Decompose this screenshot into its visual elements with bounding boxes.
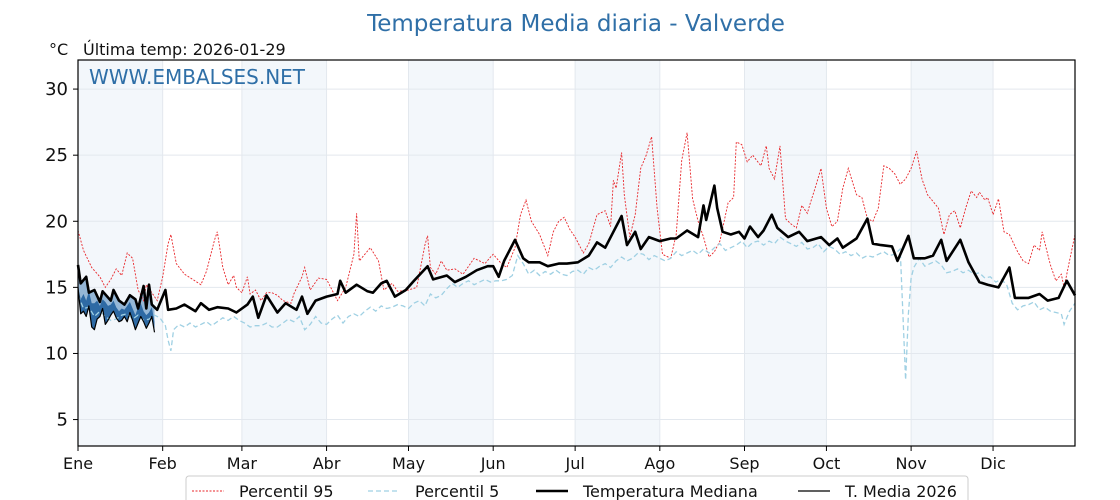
y-tick-label: 30 (45, 79, 68, 100)
legend: Percentil 95 Percentil 5 Temperatura Media… (185, 475, 969, 500)
median-line (76, 184, 1077, 320)
last-temp-label: Última temp: 2026-01-29 (83, 40, 286, 59)
x-tick-label: Oct (813, 454, 841, 473)
x-tick-label: Sep (729, 454, 759, 473)
y-axis-ticks: 5 10 15 20 25 30 (45, 79, 78, 431)
x-tick-label: Nov (895, 454, 926, 473)
legend-label: Temperatura Mediana (582, 482, 758, 500)
x-axis-ticks: Ene Feb Mar Abr May Jun Jul Ago Sep Oct Nov Dic (63, 446, 1006, 473)
y-tick-label: 25 (45, 145, 68, 166)
y-tick-label: 5 (57, 410, 68, 431)
month-band (241, 60, 327, 446)
month-bands (78, 60, 994, 446)
percentile-95-line (77, 132, 1076, 304)
percentile-5-line (77, 236, 1076, 380)
x-tick-label: Dic (980, 454, 1006, 473)
x-tick-label: Ene (63, 454, 93, 473)
month-band (744, 60, 827, 446)
area-fills (78, 264, 155, 333)
x-tick-label: May (392, 454, 425, 473)
month-band (408, 60, 494, 446)
legend-box (185, 475, 969, 500)
plot-frame (77, 59, 1076, 447)
watermark: WWW.EMBALSES.NET (89, 65, 306, 89)
legend-label: Percentil 95 (239, 482, 334, 500)
x-tick-label: Jul (564, 454, 584, 473)
fill-below-percentile-5 (78, 287, 155, 333)
legend-label: Percentil 5 (415, 482, 499, 500)
x-tick-label: Abr (313, 454, 341, 473)
y-tick-label: 10 (45, 343, 68, 364)
y-tick-label: 20 (45, 211, 68, 232)
x-tick-label: Mar (227, 454, 258, 473)
chart-title: Temperatura Media diaria - Valverde (366, 11, 785, 37)
current-year-line (77, 287, 156, 333)
x-tick-label: Jun (480, 454, 506, 473)
x-tick-label: Feb (149, 454, 177, 473)
series-lines (76, 132, 1077, 380)
legend-label: T. Media 2026 (844, 482, 957, 500)
month-band (78, 60, 163, 446)
y-tick-label: 15 (45, 277, 68, 298)
unit-label: °C (49, 40, 68, 59)
x-tick-label: Ago (644, 454, 675, 473)
month-band (575, 60, 660, 446)
grid-lines (77, 60, 1075, 446)
